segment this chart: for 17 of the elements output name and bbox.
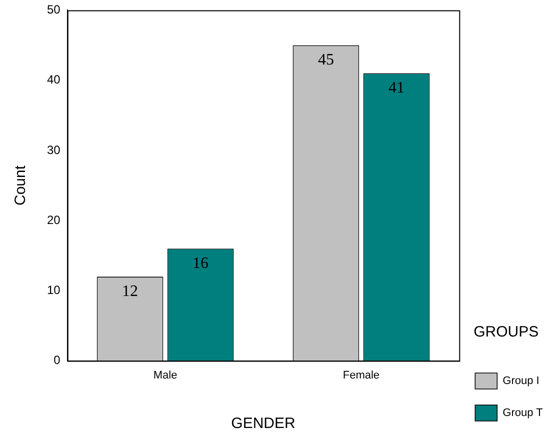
y-axis-title: Count <box>12 164 30 206</box>
y-tick-label: 0 <box>54 353 61 368</box>
data-label: 45 <box>318 51 334 68</box>
data-label: 41 <box>388 80 404 97</box>
y-tick-label: 50 <box>46 2 61 17</box>
legend-title: GROUPS <box>474 324 539 341</box>
legend-label: Group T <box>502 407 544 420</box>
x-axis-title: GENDER <box>231 415 296 432</box>
data-label: 16 <box>192 254 209 272</box>
y-tick-label: 20 <box>46 212 61 227</box>
data-label: 12 <box>122 282 138 300</box>
legend-label: Group I <box>502 375 540 388</box>
y-tick-label: 30 <box>46 142 61 157</box>
y-tick-label: 40 <box>46 72 61 87</box>
y-tick-label: 10 <box>46 282 61 297</box>
x-tick-label: Female <box>342 369 380 382</box>
x-tick-label: Male <box>153 369 178 382</box>
